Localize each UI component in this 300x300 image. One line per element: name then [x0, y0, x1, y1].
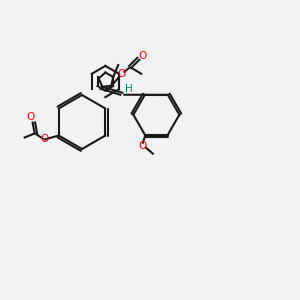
Text: O: O	[40, 134, 49, 145]
Text: O: O	[26, 112, 35, 122]
Text: O: O	[138, 51, 146, 61]
Text: O: O	[117, 69, 125, 79]
Text: O: O	[139, 141, 147, 151]
Text: H: H	[125, 84, 133, 94]
